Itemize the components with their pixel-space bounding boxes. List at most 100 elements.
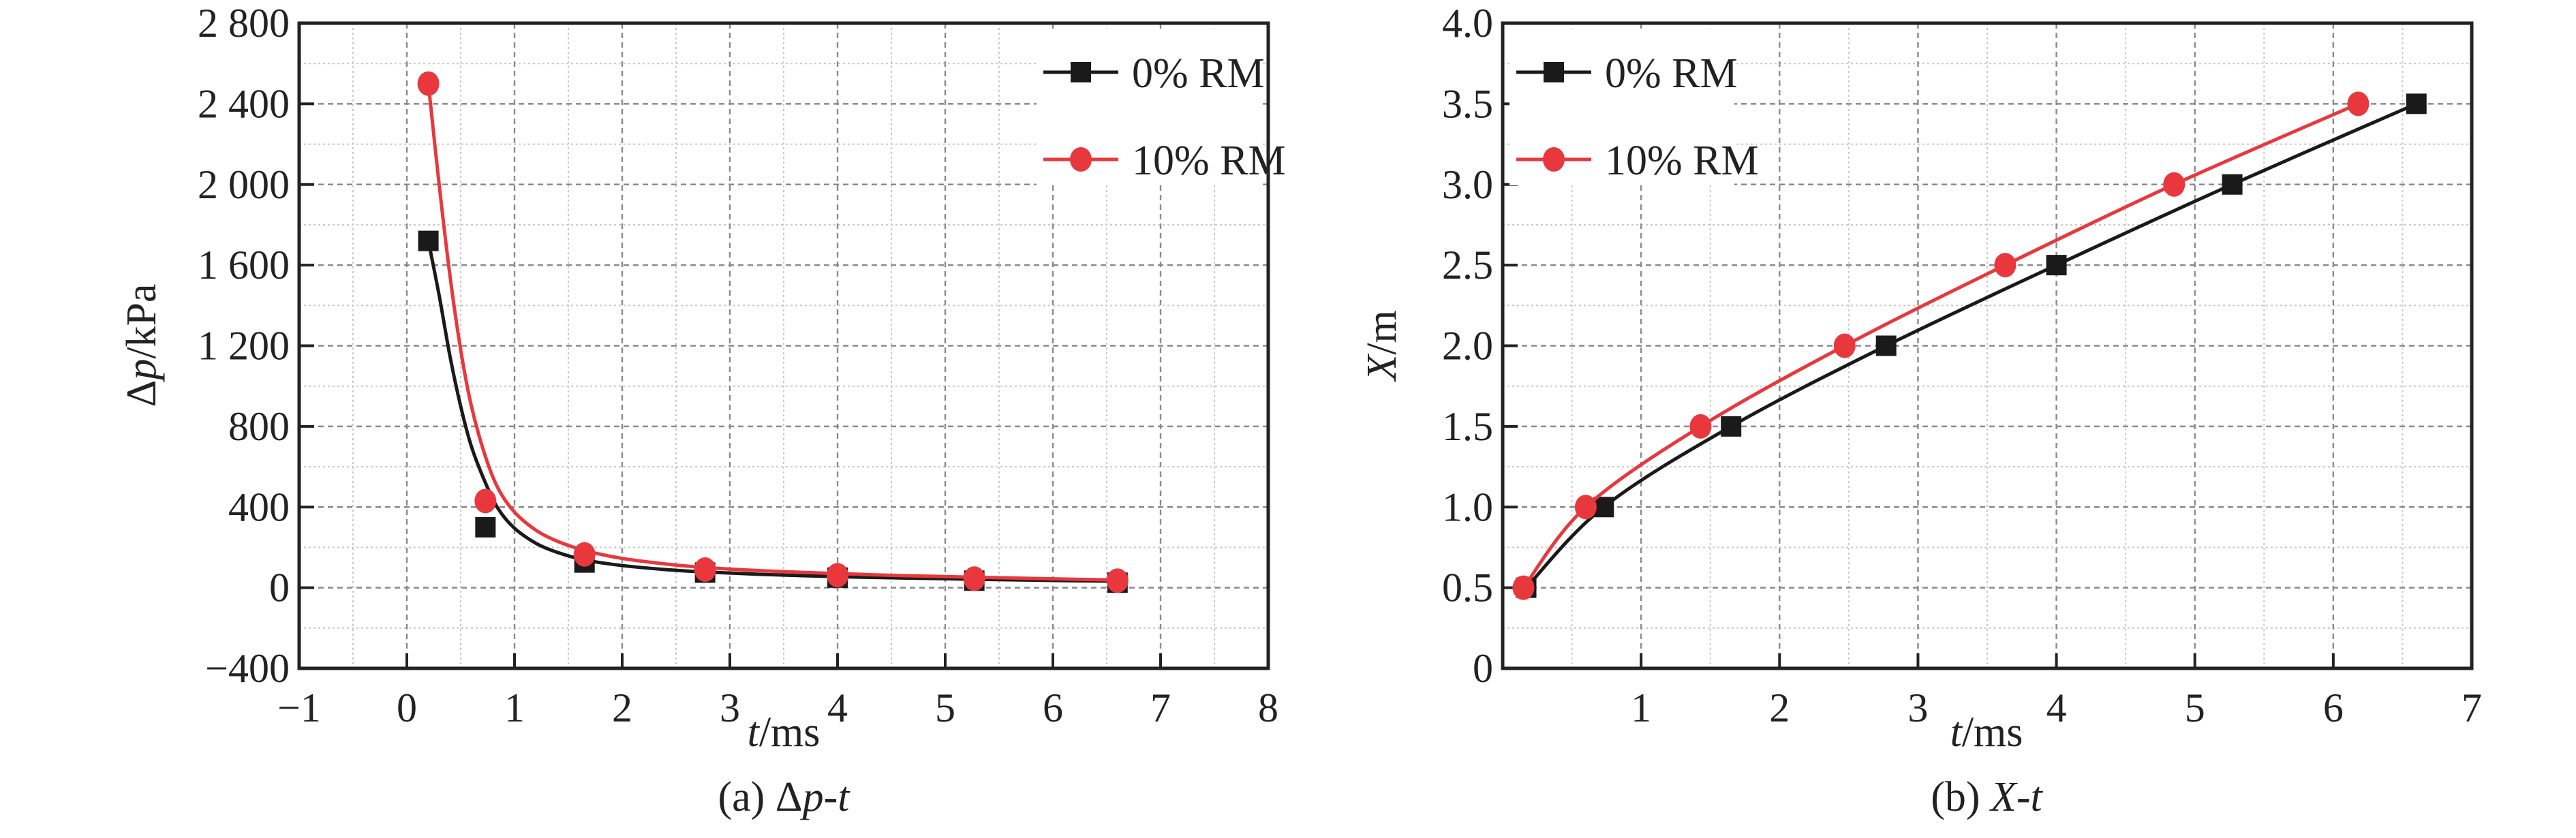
series-line (427, 240, 1118, 583)
caption-prefix: (a) (718, 774, 775, 820)
data-point-square (1721, 416, 1742, 437)
x-tick-label: 6 (2323, 685, 2344, 730)
x-tick-label: 4 (2046, 685, 2067, 730)
y-tick-label: 0 (1473, 646, 1493, 691)
x-tick-label: −1 (277, 685, 321, 730)
data-point-circle (1833, 333, 1856, 358)
chart-panel-b: 1 2 3 4 5 6 7 0 0.5 1.0 1.5 2.0 2.5 3.0 3.5 4.0 0% RM 10%… (1442, 1, 2482, 730)
legend-marker-square (1544, 62, 1564, 82)
y-tick-label: 3.0 (1442, 162, 1493, 207)
x-tick-label: 5 (935, 685, 955, 730)
y-tick-label: 2 000 (198, 162, 290, 207)
data-point-circle (1574, 495, 1597, 520)
x-tick-label: 1 (504, 685, 525, 730)
legend-entry: 0% RM (1043, 50, 1265, 97)
legend-marker-circle (1070, 147, 1092, 172)
y-tick-label: 2.0 (1442, 324, 1493, 369)
y-label-var: p (119, 359, 165, 383)
x-tick-label: 3 (720, 685, 740, 730)
data-point-circle (2163, 172, 2186, 197)
y-tick-label: 0 (269, 565, 290, 610)
y-tick-label: 4.0 (1442, 1, 1493, 46)
x-tick-label: 8 (1258, 685, 1278, 730)
series-0-rm (418, 230, 1128, 593)
data-point-circle (1106, 568, 1129, 593)
x-label-unit: /ms (759, 709, 821, 756)
x-tick-label: 2 (612, 685, 632, 730)
legend-label: 0% RM (1132, 50, 1265, 97)
plot-frame (297, 21, 1270, 670)
data-point-square (1875, 335, 1897, 356)
y-tick-label: 0.5 (1442, 565, 1493, 610)
x-label-var: t (748, 709, 761, 756)
caption-prefix: (b) (1931, 774, 1991, 820)
y-tick-label: 2 400 (198, 81, 290, 126)
data-point-square (418, 230, 439, 251)
data-point-square (2406, 93, 2427, 114)
caption-b: (b) X-t (1931, 774, 2043, 820)
y-axis-label-a: Δp/kPa (119, 283, 165, 407)
x-label-var: t (1950, 709, 1963, 756)
x-label-unit: /ms (1962, 709, 2023, 756)
legend-entry: 10% RM (1043, 138, 1286, 184)
data-point-circle (1689, 414, 1712, 439)
plot-frame (1501, 21, 2474, 670)
legend-entry: 10% RM (1516, 138, 1759, 184)
y-tick-label: 800 (228, 404, 290, 449)
series-10-rm (1512, 91, 2370, 600)
legend-label: 0% RM (1605, 50, 1738, 97)
x-tick-label: 0 (397, 685, 417, 730)
y-label-delta: Δ (119, 380, 165, 407)
x-axis-label-a: t/ms (748, 709, 821, 756)
legend-entry: 0% RM (1516, 50, 1738, 97)
caption-var2: t (838, 774, 850, 820)
y-label-unit: /m (1359, 310, 1405, 354)
caption-delta: Δ (776, 774, 803, 820)
chart-panel-a: −1 0 1 2 3 4 5 6 7 8 −400 0 400 800 1 200 1 600 2 000 2 4… (198, 1, 1286, 730)
data-point-circle (474, 488, 497, 514)
y-label-var: X (1359, 354, 1405, 383)
data-point-circle (2347, 91, 2370, 117)
data-point-square (2222, 174, 2243, 195)
data-point-circle (694, 557, 716, 582)
x-tick-label: 2 (1769, 685, 1790, 730)
y-tick-label: 1 200 (198, 324, 290, 369)
caption-var2: t (2031, 774, 2044, 820)
y-tick-label: 3.5 (1442, 81, 1493, 126)
legend-marker-square (1071, 62, 1091, 82)
y-tick-label: 2.5 (1442, 243, 1493, 288)
x-tick-label: 7 (1150, 685, 1171, 730)
data-point-circle (827, 563, 848, 588)
x-axis-label-b: t/ms (1950, 709, 2023, 756)
data-point-circle (417, 71, 440, 96)
y-tick-label: 1.0 (1442, 484, 1493, 529)
caption-var1: X (1989, 774, 2018, 820)
data-point-square (2046, 255, 2067, 276)
x-tick-label: 3 (1907, 685, 1928, 730)
y-tick-label: 2 800 (198, 1, 290, 46)
x-tick-label: 7 (2462, 685, 2482, 730)
y-tick-label: 1.5 (1442, 404, 1493, 449)
y-label-unit: /kPa (119, 283, 165, 358)
y-tick-label: 400 (228, 484, 290, 529)
series-10-rm (417, 71, 1129, 593)
x-tick-label: 1 (1631, 685, 1651, 730)
data-point-circle (1512, 575, 1535, 600)
caption-a: (a) Δp-t (718, 774, 850, 820)
data-point-square (475, 516, 496, 538)
caption-dash: - (824, 774, 838, 820)
x-tick-label: 6 (1043, 685, 1063, 730)
series-line (1522, 102, 2359, 589)
data-point-circle (963, 566, 985, 591)
y-tick-label: −400 (205, 646, 290, 691)
caption-var1: p (800, 774, 824, 820)
legend-label: 10% RM (1605, 138, 1759, 184)
legend-marker-circle (1543, 147, 1565, 172)
y-tick-label: 1 600 (198, 243, 290, 288)
x-tick-label: 4 (827, 685, 848, 730)
series-line (427, 83, 1118, 582)
caption-dash: - (2017, 774, 2031, 820)
y-axis-label-b: X/m (1359, 310, 1405, 382)
data-point-circle (1994, 253, 2017, 278)
